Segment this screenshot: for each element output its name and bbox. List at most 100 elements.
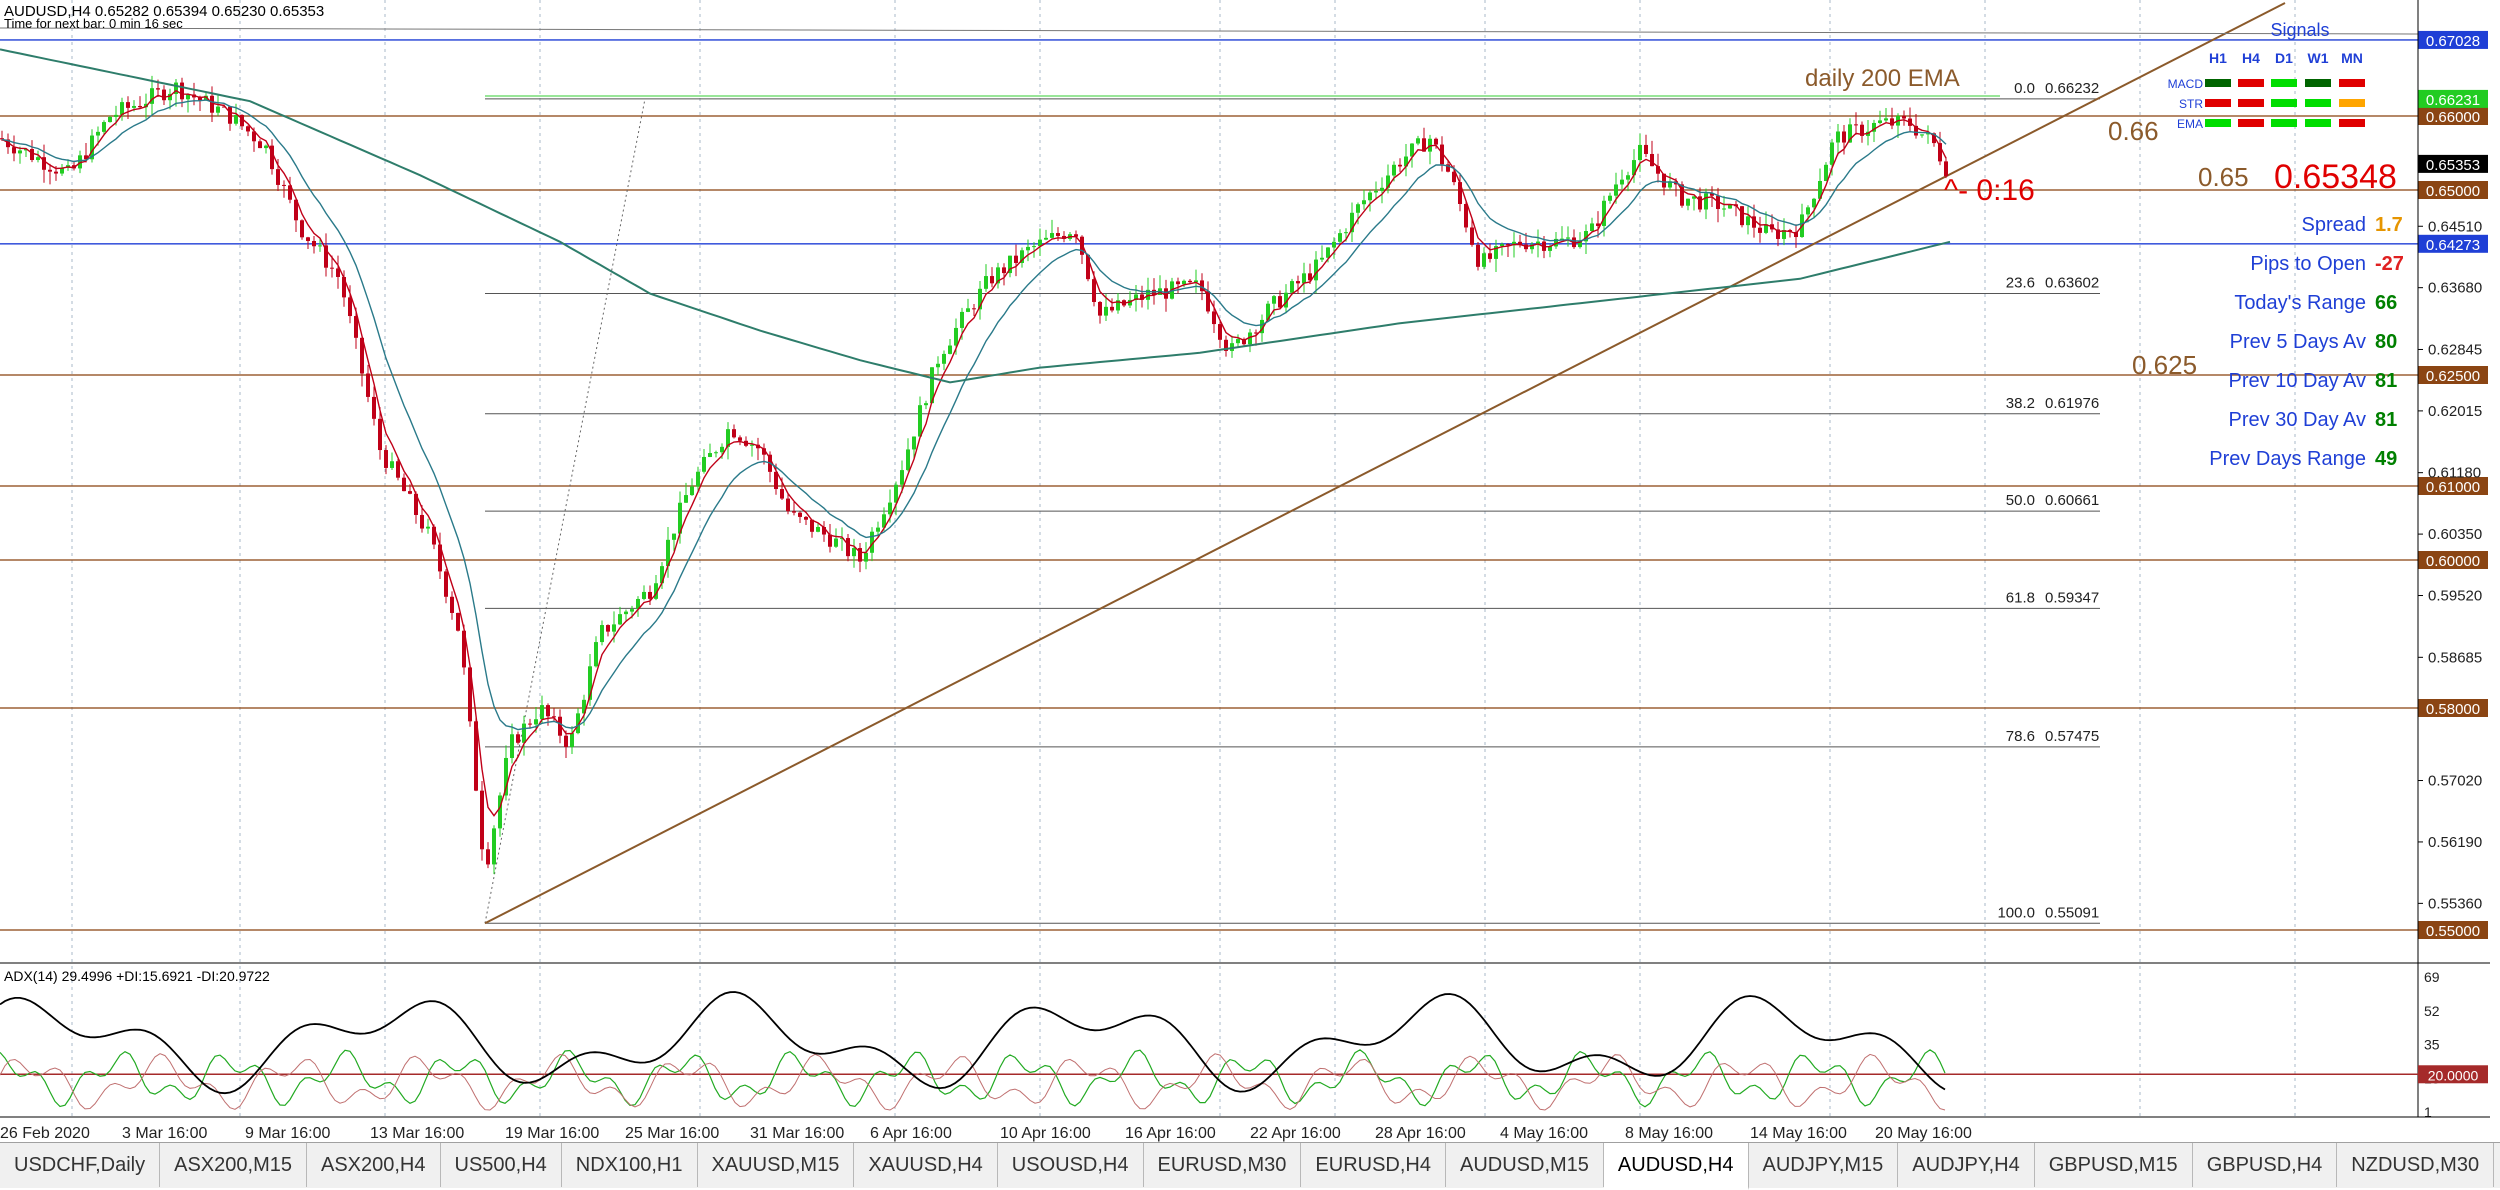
candle-body [1842, 131, 1846, 143]
candle-body [120, 102, 124, 115]
candle-body [180, 82, 184, 100]
candle-body [264, 145, 268, 149]
tab-active-chart[interactable]: AUDUSD,H4 [1603, 1143, 1749, 1190]
candle-body [1074, 234, 1078, 237]
candle-body [246, 126, 250, 132]
tab-chart[interactable]: ASX200,H4 [307, 1143, 441, 1187]
candle-body [1422, 138, 1426, 152]
level-price-badge [2418, 699, 2488, 717]
candle-body [816, 526, 820, 532]
candle-body [1932, 133, 1936, 144]
fib-pct-label: 61.8 [2006, 589, 2035, 606]
candle-body [1284, 292, 1288, 308]
candle-body [1182, 280, 1186, 285]
candle-body [1764, 224, 1768, 233]
adx-level-text: 20.0000 [2428, 1067, 2479, 1083]
candle-body [936, 363, 940, 368]
candle-body [1206, 291, 1210, 312]
candle-body [1374, 190, 1378, 193]
candle-body [570, 733, 574, 748]
tab-chart[interactable]: EURUSD,H4 [1301, 1143, 1446, 1187]
candle-body [1458, 182, 1462, 204]
candle-body [876, 527, 880, 532]
tab-chart[interactable]: NZDUSD,M30 [2337, 1143, 2495, 1187]
candle-body [1872, 122, 1876, 132]
candle-body [318, 245, 322, 247]
tab-chart[interactable]: AUDJPY,M15 [1749, 1143, 1899, 1187]
plus-di-line [0, 1049, 1946, 1108]
signal-timeframe: MN [2341, 50, 2363, 66]
signal-cell [2205, 79, 2231, 87]
adx-tick-label: 69 [2424, 969, 2440, 985]
tab-chart[interactable]: XAUUSD,M15 [698, 1143, 855, 1187]
fib-pct-label: 23.6 [2006, 274, 2035, 291]
candle-body [1662, 173, 1666, 188]
candle-body [540, 705, 544, 720]
candle-body [1296, 281, 1300, 284]
candle-body [642, 591, 646, 599]
signal-timeframe: W1 [2308, 50, 2329, 66]
candle-body [714, 452, 718, 454]
tab-chart[interactable]: GBPUSD,M15 [2035, 1143, 2193, 1187]
candle-body [636, 598, 640, 610]
candle-body [108, 116, 112, 123]
candle-body [144, 103, 148, 108]
tab-chart[interactable]: ASX200,M15 [160, 1143, 307, 1187]
candle-body [1230, 343, 1234, 351]
candle-body [840, 538, 844, 540]
tab-chart[interactable]: NDX100,H1 [562, 1143, 698, 1187]
candle-body [102, 122, 106, 132]
signal-timeframe: H1 [2209, 50, 2227, 66]
tab-chart[interactable]: AUDUSD,M15 [1446, 1143, 1604, 1187]
tab-chart[interactable]: USDCHF,Daily [0, 1143, 161, 1187]
symbol-info: AUDUSD,H4 0.65282 0.65394 0.65230 0.6535… [4, 3, 324, 20]
stat-value: 81 [2375, 409, 2397, 431]
candle-body [672, 533, 676, 540]
candle-body [1476, 244, 1480, 267]
time-label: 14 May 16:00 [1750, 1125, 1847, 1142]
candle-body [708, 453, 712, 457]
price-tick-label: 0.57020 [2428, 773, 2482, 790]
candle-body [1590, 223, 1594, 232]
candle-body [234, 114, 238, 124]
stat-label: Today's Range [2234, 292, 2366, 314]
price-badge [2418, 154, 2488, 173]
price-axis: 0.67028 0.66000 0.65000 0.64273 0.62500 0.610… [2417, 0, 2488, 1117]
candle-body [1104, 306, 1108, 316]
candle-body [1494, 246, 1498, 259]
candle-body [1248, 332, 1252, 345]
tab-chart[interactable]: XAUUSD,H4 [854, 1143, 998, 1187]
candle-body [270, 145, 274, 170]
tab-chart[interactable]: GBPUSD,H4 [2193, 1143, 2338, 1187]
candle-body [228, 106, 232, 124]
tab-chart[interactable]: EURUSD,M30 [1144, 1143, 1302, 1187]
level-price-text: 0.62500 [2426, 368, 2480, 385]
candle-body [1332, 241, 1336, 248]
price-tick-label: 0.61180 [2428, 465, 2481, 482]
candle-body [660, 566, 664, 584]
candle-body [1062, 235, 1066, 239]
candle-body [1560, 238, 1564, 240]
time-label: 31 Mar 16:00 [750, 1125, 844, 1142]
level-price-badge [2418, 551, 2488, 569]
price-tick-label: 0.62845 [2428, 341, 2482, 358]
candle-body [750, 444, 754, 446]
candle-body [1056, 233, 1060, 236]
candle-body [1644, 144, 1648, 154]
candle-body [1854, 124, 1858, 126]
candle-body [792, 511, 796, 513]
fib-price-label: 0.63602 [2045, 274, 2099, 291]
candle-body [1668, 181, 1672, 188]
candle-body [1236, 339, 1240, 344]
candle-body [1194, 280, 1198, 283]
adx-line [0, 991, 1946, 1095]
tab-chart[interactable]: US500,H4 [441, 1143, 562, 1187]
tab-chart[interactable]: USOUSD,H4 [998, 1143, 1144, 1187]
adx-tick-label: 1 [2424, 1104, 2432, 1120]
candle-body [174, 82, 178, 94]
tab-chart[interactable]: AUDJPY,H4 [1898, 1143, 2035, 1187]
candle-body [960, 311, 964, 328]
time-label: 10 Apr 16:00 [1000, 1125, 1091, 1142]
candle-body [1686, 198, 1690, 206]
